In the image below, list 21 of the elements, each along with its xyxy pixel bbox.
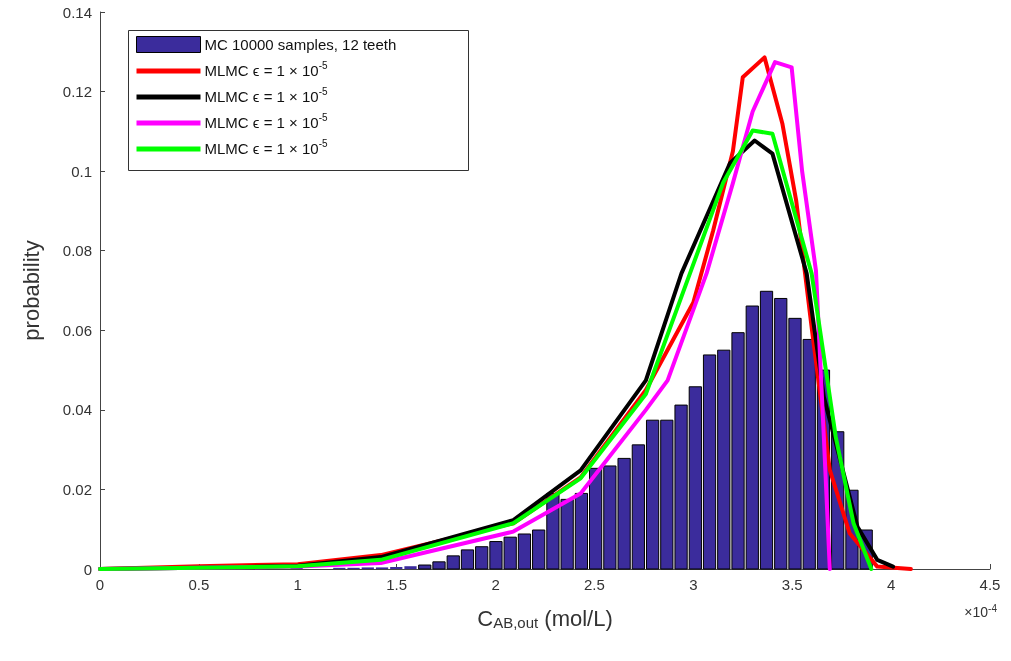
x-tick-label: 3: [689, 576, 698, 593]
y-tick-label: 0: [83, 560, 92, 578]
x-tick-label: 3.5: [781, 576, 803, 593]
x-tick-label: 2: [491, 576, 500, 593]
x-tick-label: 2.5: [584, 576, 605, 593]
x-tick-label: 4.5: [979, 576, 1001, 593]
x-tick-label: 1.5: [386, 576, 408, 593]
x-tick-label: 1: [293, 576, 302, 593]
x-tick-label: 0: [95, 576, 105, 593]
x-tick-label: 4: [886, 576, 896, 593]
legend-label: MC 10000 samples, 12 teeth: [204, 36, 397, 53]
x-tick-label: 0.5: [188, 576, 210, 593]
y-tick-label: 0.14: [62, 3, 92, 21]
y-tick-label: 0.04: [62, 401, 92, 419]
y-tick-label: 0.12: [62, 83, 92, 101]
y-axis-title: probability: [18, 240, 44, 341]
y-tick-label: 0.1: [71, 162, 92, 180]
y-tick-label: 0.02: [62, 480, 92, 498]
y-tick-label: 0.06: [62, 321, 92, 339]
x-axis-title: CAB,out (mol/L): [477, 606, 613, 631]
y-tick-label: 0.08: [62, 242, 92, 260]
